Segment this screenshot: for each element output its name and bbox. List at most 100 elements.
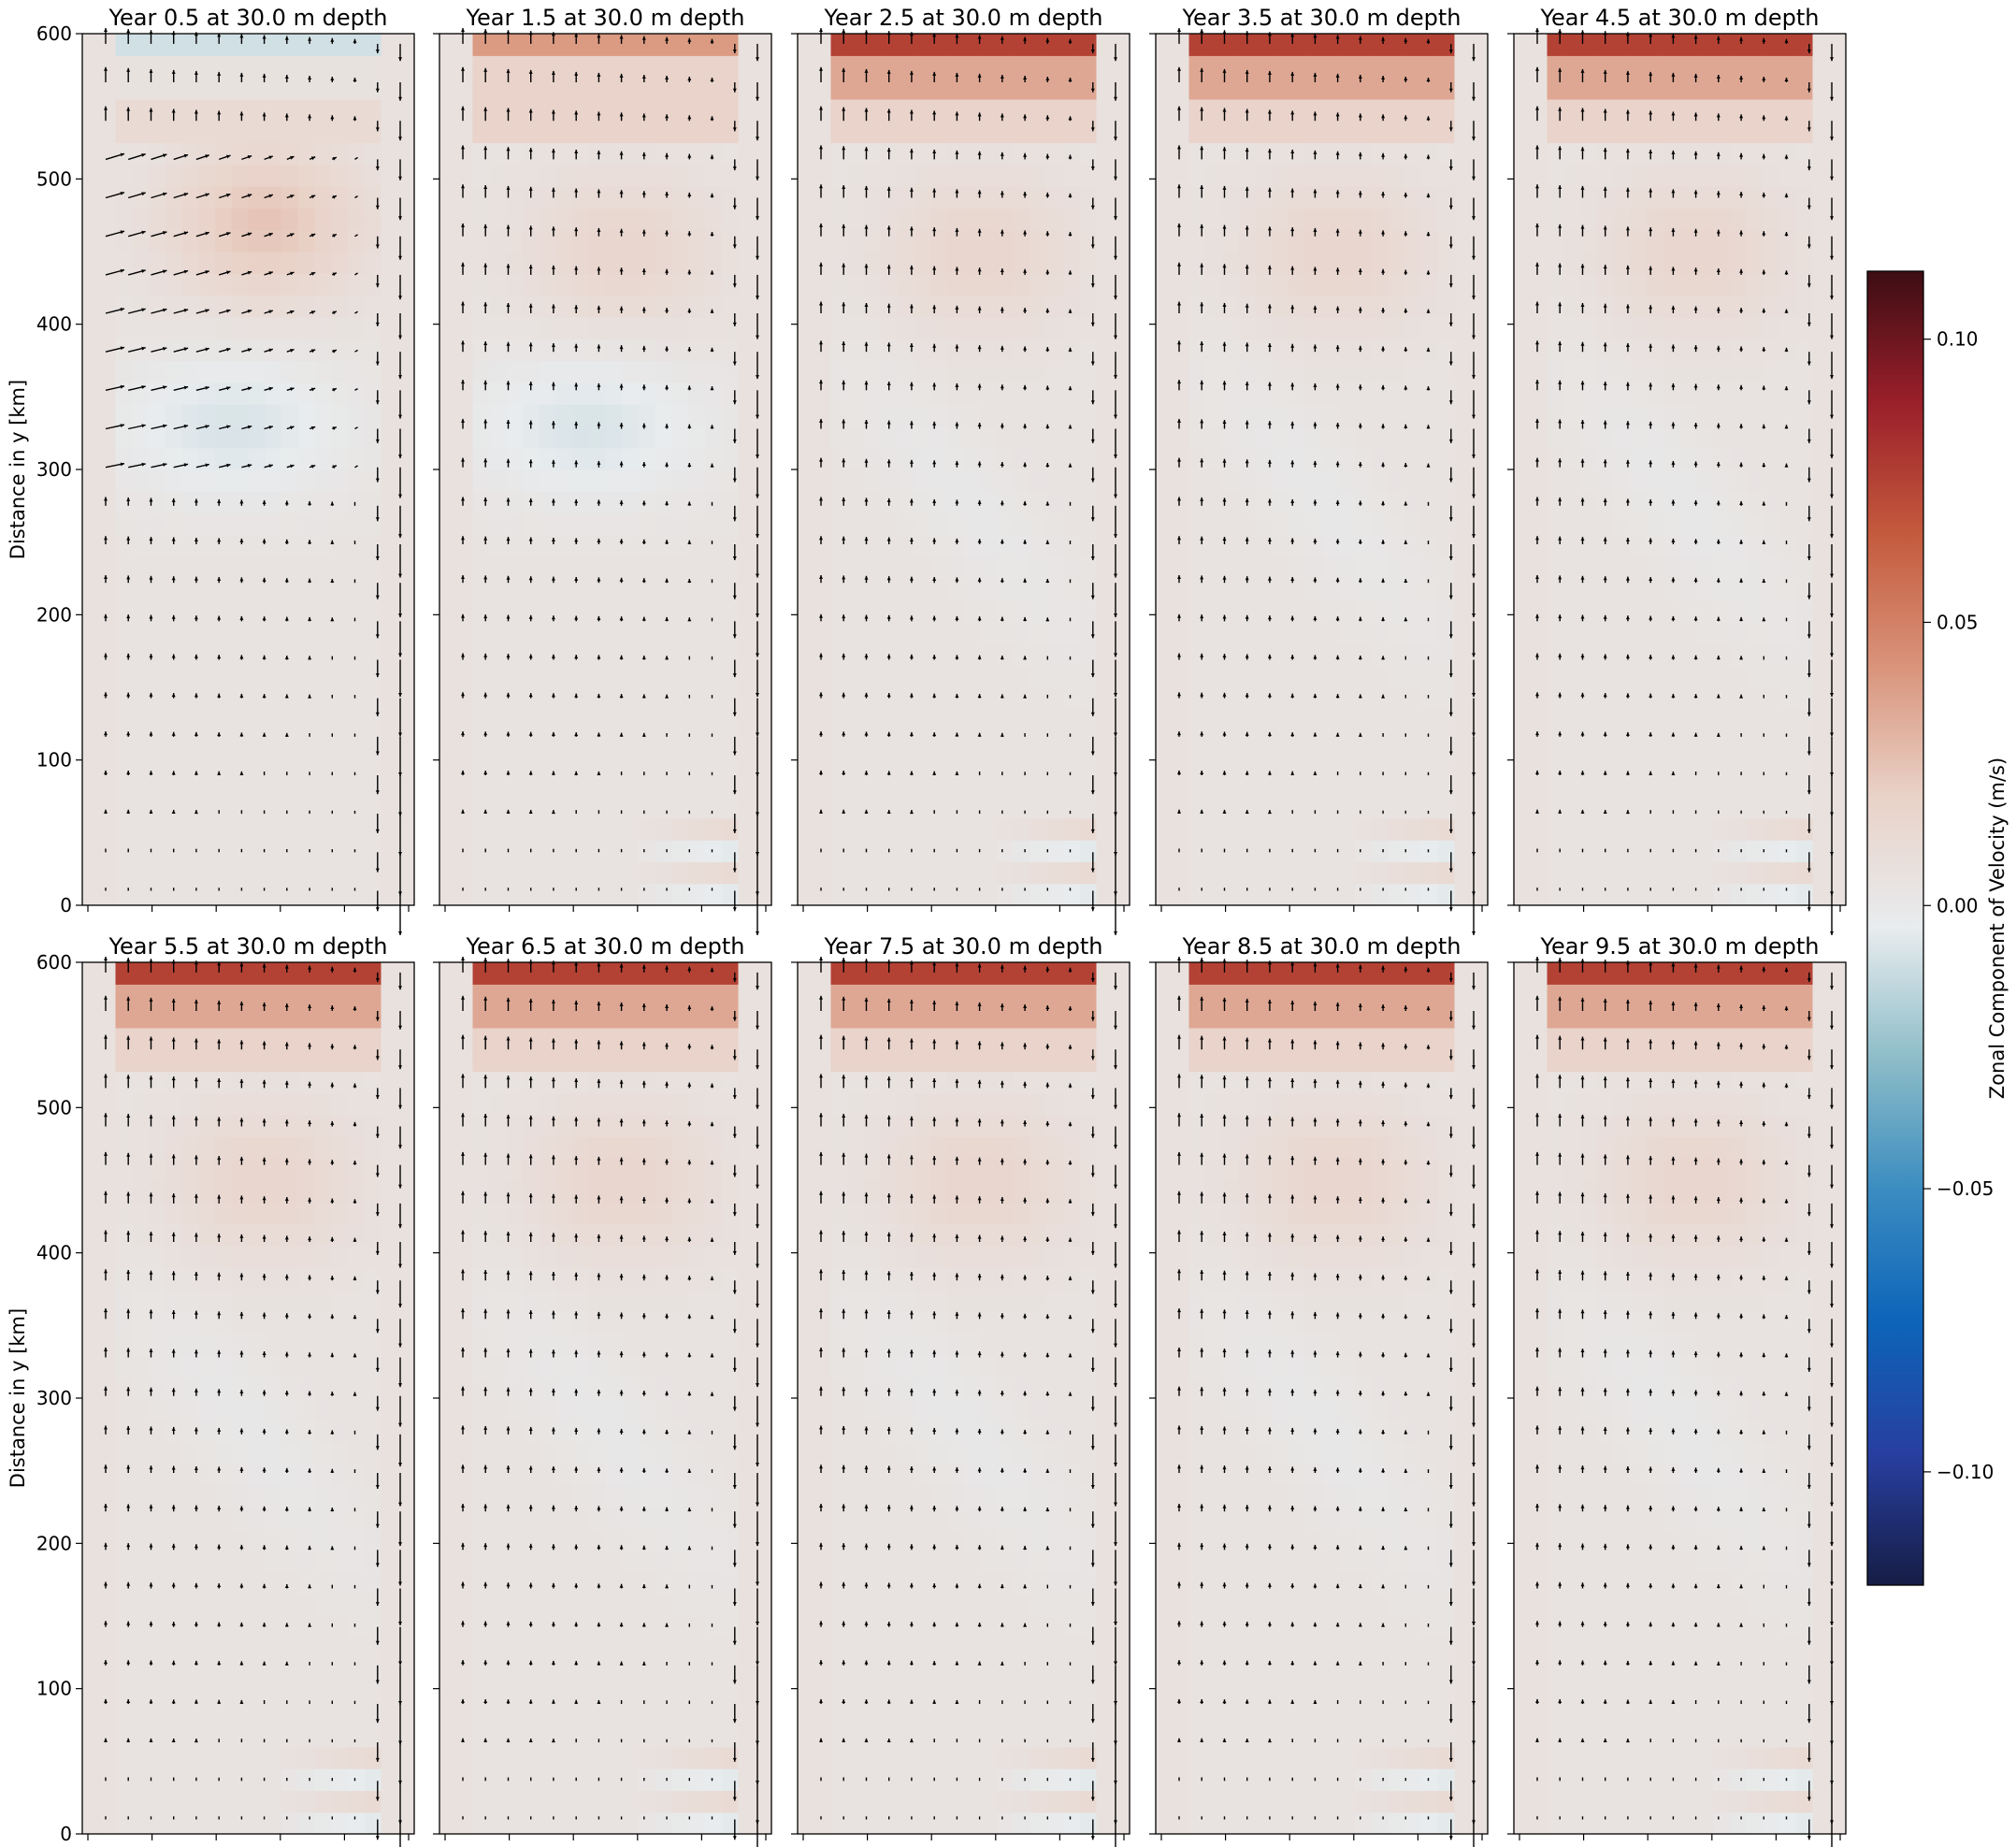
arrow-head [308,114,312,119]
heatmap-cell [605,229,623,253]
heatmap-cell [397,142,415,166]
heatmap-cell [1404,404,1422,426]
heatmap-cell [622,447,640,470]
heatmap-cell [897,622,914,644]
heatmap-cell [1172,316,1190,339]
heatmap-cell [1289,861,1306,885]
arrow-head [483,692,488,697]
arrow-head [665,346,670,351]
heatmap-cell [1156,98,1174,122]
arrow-head [375,244,380,249]
arrow-head [641,268,646,272]
heatmap-cell [1355,404,1373,426]
heatmap-cell [1013,796,1031,819]
heatmap-cell [215,622,233,644]
arrow-head [955,111,959,116]
heatmap-cell [248,774,266,798]
arrow-head [909,109,914,114]
heatmap-cell [671,709,689,732]
heatmap-cell [165,578,183,601]
heatmap-cell [1289,512,1306,536]
heatmap-cell [364,578,382,601]
arrow-head [619,539,624,543]
heatmap-cell [397,534,415,557]
heatmap-cell [588,599,607,623]
heatmap-cell [688,77,706,100]
heatmap-cell [1437,861,1456,885]
heatmap-cell [1272,404,1289,426]
heatmap-cell [1205,229,1223,253]
arrow-head [641,462,646,466]
heatmap-cell [1063,252,1081,274]
heatmap-cell [1063,360,1081,383]
heatmap-cell [1096,98,1114,122]
heatmap-cell [489,316,507,339]
heatmap-cell [1371,360,1390,383]
heatmap-cell [864,687,882,710]
heatmap-cell [231,426,250,449]
heatmap-cell [472,796,490,819]
heatmap-cell [1272,273,1289,296]
heatmap-cell [555,665,573,688]
heatmap-cell [381,709,398,732]
heatmap-cell [1063,404,1081,426]
arrow-head [977,616,982,621]
heatmap-cell [181,121,199,144]
arrow-head [732,790,737,795]
arrow-head [194,771,198,775]
heatmap-cell [82,447,100,470]
heatmap-cell [897,687,914,710]
heatmap-cell [1272,796,1289,819]
heatmap-cell [506,98,524,122]
heatmap-cell [655,817,673,841]
heatmap-cell [830,687,848,710]
heatmap-cell [506,665,524,688]
heatmap-cell [738,316,756,339]
heatmap-cell [265,295,282,318]
heatmap-cell [671,469,689,492]
heatmap-cell [830,121,848,144]
heatmap-cell [455,252,474,274]
heatmap-cell [639,77,656,100]
heatmap-cell [1255,556,1273,580]
heatmap-cell [1321,687,1339,710]
heatmap-cell [1172,252,1190,274]
heatmap-cell [1338,316,1356,339]
heatmap-cell [1388,316,1405,339]
arrow-head [332,388,337,392]
heatmap-cell [946,512,965,536]
arrow-head [955,499,959,504]
arrow-head [842,653,846,657]
heatmap-cell [897,208,914,231]
heatmap-cell [721,55,740,79]
heatmap-cell [165,339,183,362]
heatmap-cell [1304,687,1323,710]
heatmap-cell [381,883,398,906]
heatmap-cell [1079,643,1098,667]
heatmap-cell [814,360,832,383]
heatmap-cell [847,252,865,274]
heatmap-cell [655,339,673,362]
heatmap-cell [830,556,848,580]
heatmap-cell [880,665,899,688]
heatmap-cell [721,622,740,644]
heatmap-cell [864,796,882,819]
heatmap-cell [439,426,457,449]
heatmap-cell [963,382,981,405]
heatmap-cell [132,316,150,339]
heatmap-cell [522,229,540,253]
heatmap-cell [539,186,556,209]
heatmap-cell [165,709,183,732]
heatmap-cell [572,796,590,819]
heatmap-cell [798,316,815,339]
arrow-head [597,267,601,271]
heatmap-cell [930,404,948,426]
heatmap-cell [265,55,282,79]
heatmap-cell [248,730,266,754]
heatmap-cell [348,774,366,798]
heatmap-cell [705,77,723,100]
arrow-head [597,655,601,659]
heatmap-cell [738,578,756,601]
heatmap-cell [506,491,524,514]
heatmap-cell [115,273,133,296]
